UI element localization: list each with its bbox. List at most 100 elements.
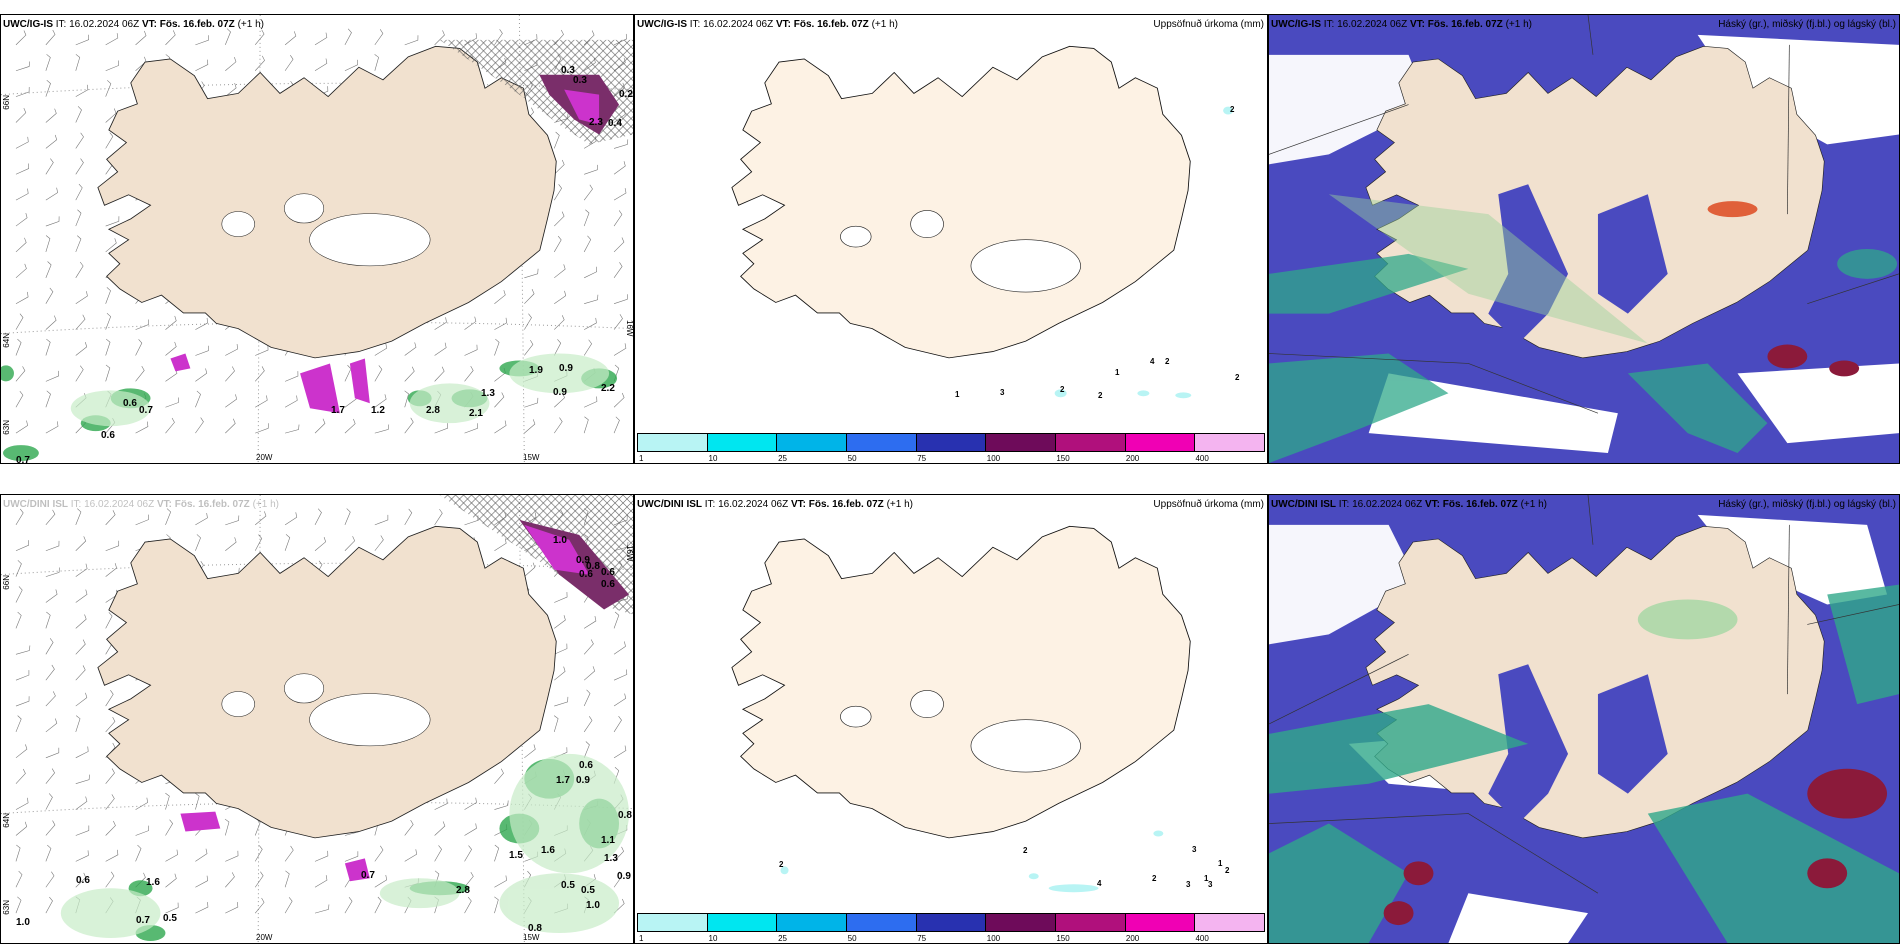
colorbar-tick: 75 [917, 934, 927, 943]
map-dini-clouds [1269, 495, 1899, 943]
wind-barb [225, 83, 237, 97]
value-label: 0.6 [123, 398, 137, 409]
map-dini-precip [731, 525, 1191, 893]
wind-barb [613, 237, 625, 253]
wind-barb [195, 512, 208, 526]
value-label: 3 [1000, 388, 1005, 397]
wind-barb [524, 397, 539, 408]
wind-barb [15, 821, 28, 836]
wind-barb [195, 848, 208, 862]
colorbar-segment [777, 914, 848, 931]
wind-barb [344, 536, 356, 551]
colorbar-segment [847, 434, 917, 451]
wind-barb [524, 313, 532, 330]
wind-barb [15, 870, 23, 888]
wind-barb [374, 514, 389, 526]
wind-barb [554, 417, 563, 434]
wind-barb [344, 508, 351, 525]
wind-barb [135, 365, 145, 382]
wind-barb [464, 896, 472, 914]
wind-barb [344, 28, 352, 46]
wind-barb [15, 744, 28, 759]
wind-barb [613, 669, 628, 681]
wind-barb [75, 183, 83, 201]
colorbar-tick: 1 [639, 934, 644, 943]
wind-barb [434, 423, 448, 434]
wind-barb [75, 314, 86, 330]
wind-barb [374, 365, 383, 382]
wind-barb [254, 845, 263, 862]
wind-barb [165, 873, 177, 888]
wind-barb [524, 289, 535, 304]
wind-barb [165, 397, 179, 408]
value-label: 0.7 [139, 405, 153, 416]
wind-barb [195, 35, 209, 46]
value-label: 0.7 [361, 870, 375, 881]
value-label: 2.2 [601, 383, 615, 394]
wind-barb [344, 851, 359, 862]
value-label: 2 [1230, 105, 1235, 114]
wind-barb [45, 235, 51, 253]
wind-barb [434, 798, 448, 810]
wind-barb [254, 55, 265, 71]
wind-barb [285, 424, 300, 434]
wind-barb [583, 666, 596, 681]
wind-barb [553, 339, 562, 356]
colorbar-segment [707, 914, 778, 931]
wind-barb [494, 290, 506, 304]
wind-barb [583, 235, 592, 253]
colorbar-segment [777, 434, 848, 451]
wind-barb [45, 896, 53, 914]
wind-barb [15, 670, 30, 681]
wind-barb [195, 59, 209, 72]
wind-barb [494, 420, 507, 434]
panel-dini-wind: UWC/DINI ISL IT: 16.02.2024 06Z VT: Fös.… [0, 494, 634, 944]
wind-barb [45, 567, 60, 577]
value-label: 0.7 [16, 455, 30, 464]
wind-barb [15, 313, 24, 330]
wind-barb [105, 364, 111, 382]
colorbar-segment [707, 434, 778, 451]
wind-barb [254, 897, 265, 914]
value-label: 1 [1218, 859, 1223, 868]
wind-barb [105, 312, 112, 330]
wind-barb [195, 417, 204, 434]
wind-barb [255, 395, 268, 408]
wind-barb [554, 643, 568, 655]
wind-barb [254, 534, 263, 551]
wind-barb [15, 420, 28, 434]
colorbar-segment [847, 914, 917, 931]
wind-barb [434, 821, 446, 836]
wind-barb [195, 345, 209, 356]
value-label: 2 [779, 860, 784, 869]
value-label: 1.2 [371, 405, 385, 416]
wind-barb [494, 844, 500, 862]
wind-barb [165, 417, 175, 434]
wind-barb [374, 343, 388, 356]
wind-barb [15, 696, 30, 707]
value-label: 0.5 [561, 880, 575, 891]
wind-barb [165, 792, 170, 810]
panel-subtitle: Háský (gr.), miðský (fj.bl.) og lágský (… [1718, 19, 1896, 30]
wind-barb [225, 850, 239, 862]
wind-barb [15, 30, 27, 46]
wind-barb [105, 540, 120, 552]
wind-barb [404, 819, 414, 836]
wind-barb [284, 512, 298, 526]
value-label: 3 [1192, 845, 1197, 854]
colorbar-segment [986, 434, 1057, 451]
wind-barb [583, 689, 591, 707]
colorbar-tick: 150 [1056, 454, 1070, 463]
value-label: 0.6 [601, 567, 615, 578]
wind-barb [15, 896, 22, 914]
value-label: 0.6 [579, 569, 593, 580]
wind-barb [15, 212, 28, 227]
wind-barb [613, 262, 623, 278]
panel-title: UWC/IG-IS IT: 16.02.2024 06Z VT: Fös. 16… [637, 19, 898, 30]
wind-barb [464, 365, 474, 382]
wind-barb [75, 365, 84, 382]
wind-barb [404, 366, 415, 382]
panel-title: UWC/DINI ISL IT: 16.02.2024 06Z VT: Fös.… [1271, 499, 1547, 510]
lat-label-64: 64N [2, 813, 11, 828]
value-label: 0.5 [581, 885, 595, 896]
